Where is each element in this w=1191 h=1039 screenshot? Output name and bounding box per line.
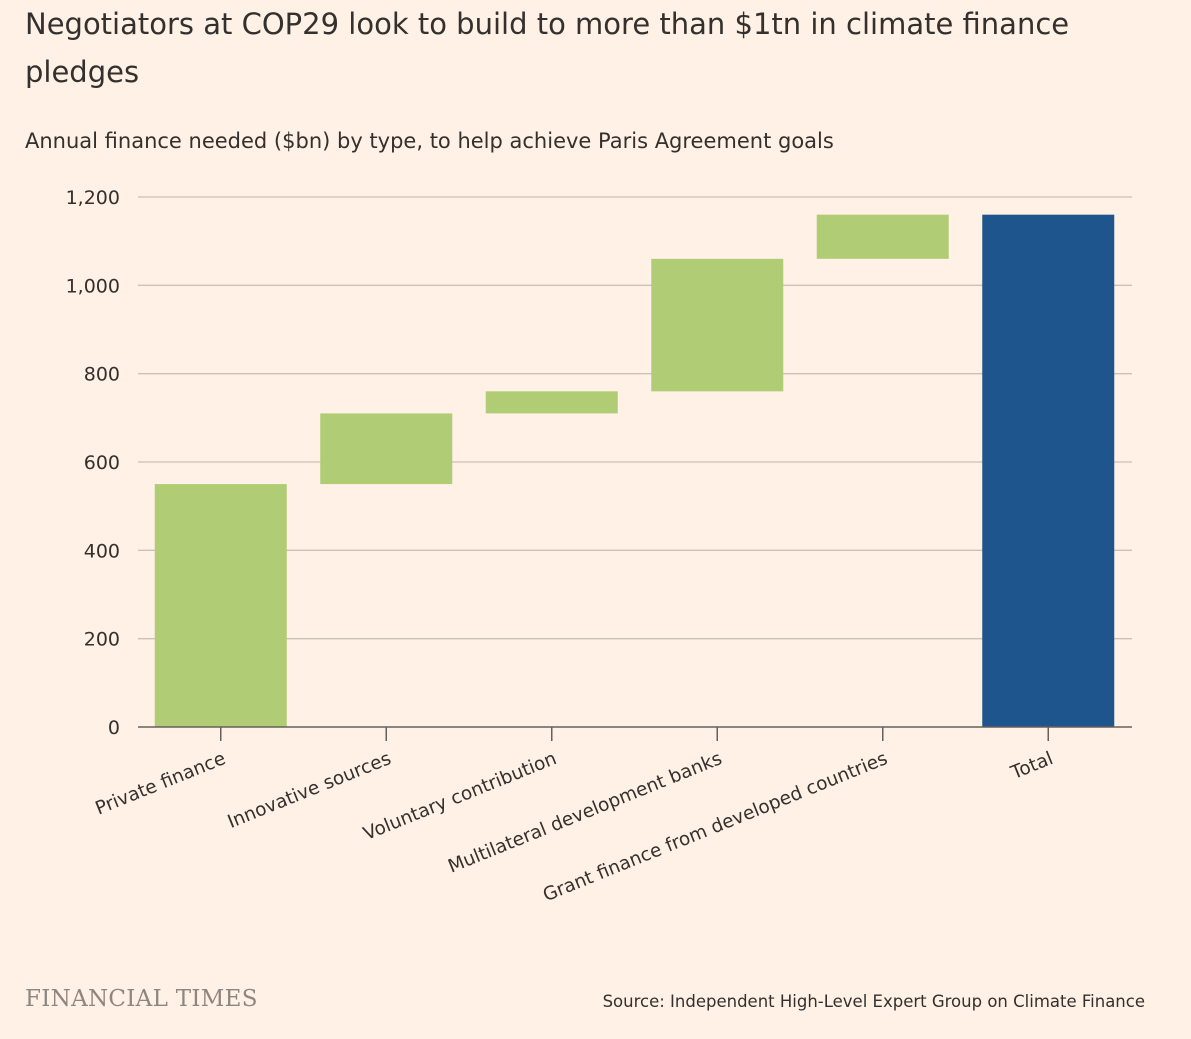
y-tick-label: 0 xyxy=(108,717,120,739)
bar-increment xyxy=(816,214,949,259)
y-tick-label: 600 xyxy=(84,452,120,474)
y-tick-label: 400 xyxy=(84,540,120,562)
bar-total xyxy=(982,214,1115,727)
x-tick-label: Total xyxy=(1007,748,1056,784)
chart-subtitle: Annual finance needed ($bn) by type, to … xyxy=(25,129,834,153)
x-tick-label: Multilateral development banks xyxy=(445,748,725,877)
y-tick-label: 800 xyxy=(84,364,120,386)
bar-increment xyxy=(154,484,287,727)
chart-title: Negotiators at COP29 look to build to mo… xyxy=(25,7,1070,89)
x-tick-label: Private finance xyxy=(92,748,228,819)
x-tick-label: Grant finance from developed countries xyxy=(540,748,891,906)
bar-increment xyxy=(485,391,618,414)
y-tick-label: 1,000 xyxy=(66,275,120,297)
y-tick-label: 200 xyxy=(84,629,120,651)
ft-logo: FINANCIAL TIMES xyxy=(25,986,258,1012)
bar-increment xyxy=(320,413,453,485)
bar-increment xyxy=(651,258,784,392)
y-tick-label: 1,200 xyxy=(66,187,120,209)
x-tick-label: Innovative sources xyxy=(225,748,394,833)
source-note: Source: Independent High-Level Expert Gr… xyxy=(602,992,1145,1011)
